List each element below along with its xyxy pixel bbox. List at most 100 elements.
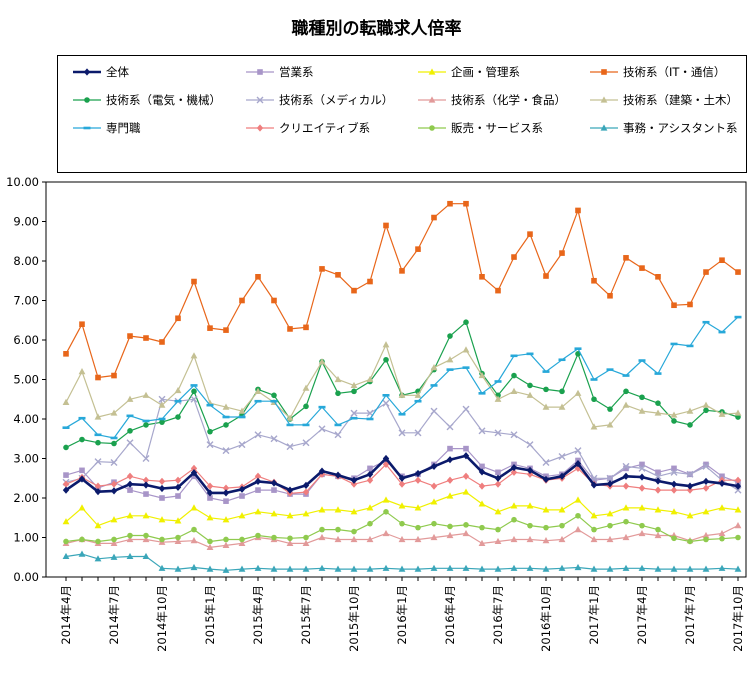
data-point <box>478 392 486 395</box>
data-point <box>462 366 470 369</box>
data-point <box>319 266 325 272</box>
data-point <box>718 529 726 537</box>
data-point <box>414 565 422 572</box>
data-point <box>590 535 598 543</box>
data-point <box>446 492 454 499</box>
data-point <box>591 477 597 484</box>
data-point <box>174 483 182 491</box>
legend-swatch-marker <box>429 125 435 131</box>
data-point <box>671 465 677 472</box>
data-point <box>622 472 630 480</box>
data-point <box>446 456 454 464</box>
data-point <box>159 419 165 425</box>
data-point <box>735 534 741 541</box>
data-point <box>446 423 454 431</box>
data-point <box>478 539 486 547</box>
data-point <box>334 565 342 572</box>
plot-frame <box>45 181 747 578</box>
data-point <box>366 565 374 572</box>
data-point <box>718 479 726 487</box>
data-point <box>431 520 437 527</box>
data-point <box>351 528 357 535</box>
data-point <box>159 495 165 501</box>
data-point <box>174 517 182 524</box>
data-point <box>479 274 485 280</box>
y-tick-label: 3.00 <box>13 452 39 466</box>
data-point <box>206 441 214 449</box>
data-point <box>143 532 149 539</box>
data-point <box>190 504 198 511</box>
data-point <box>542 506 550 513</box>
data-point <box>670 565 678 572</box>
legend-item: 技術系（メディカル） <box>245 92 393 108</box>
data-point <box>334 375 342 383</box>
data-point <box>383 222 389 229</box>
data-point <box>350 476 358 484</box>
data-point <box>238 485 246 493</box>
data-point <box>479 524 485 531</box>
data-point <box>734 486 742 494</box>
data-point <box>142 552 150 560</box>
data-point <box>558 564 566 571</box>
data-point <box>526 466 534 474</box>
data-point <box>606 480 614 488</box>
data-point <box>686 470 694 478</box>
data-point <box>638 464 646 472</box>
data-point <box>686 344 694 348</box>
legend-label: クリエイティブ系 <box>279 121 371 135</box>
data-point <box>350 480 358 488</box>
data-point <box>303 403 309 410</box>
legend-label: 技術系（メディカル） <box>279 93 394 107</box>
y-tick-label: 2.00 <box>13 491 39 505</box>
legend-swatch <box>73 97 101 103</box>
data-point <box>318 425 326 433</box>
data-point <box>158 395 166 403</box>
data-point <box>622 504 630 511</box>
data-point <box>462 529 470 537</box>
data-point <box>206 403 214 407</box>
data-point <box>398 480 406 488</box>
data-point <box>431 214 437 221</box>
data-point <box>175 534 181 541</box>
data-point <box>255 487 261 493</box>
data-point <box>638 564 646 571</box>
data-point <box>127 428 133 434</box>
legend-swatch-marker <box>601 69 607 75</box>
data-point <box>335 526 341 533</box>
data-point <box>255 532 261 539</box>
data-point <box>398 412 406 416</box>
data-point <box>254 387 262 394</box>
x-tick-label: 2017年10月 <box>731 585 745 652</box>
legend-swatch <box>73 126 101 130</box>
y-tick-label: 6.00 <box>13 333 39 347</box>
data-point <box>78 504 86 511</box>
data-point <box>399 268 405 274</box>
data-point <box>638 504 646 511</box>
data-point <box>735 269 741 275</box>
data-point <box>302 539 310 547</box>
data-point <box>462 405 470 413</box>
data-point <box>478 371 486 379</box>
data-point <box>238 415 246 419</box>
data-point <box>270 435 278 443</box>
data-point <box>238 539 246 547</box>
data-point <box>79 536 85 543</box>
data-point <box>734 565 742 572</box>
data-point <box>302 565 310 572</box>
data-point <box>606 510 614 517</box>
data-point <box>366 470 374 478</box>
data-point <box>606 474 614 482</box>
x-tick-label: 2016年1月 <box>395 585 409 645</box>
data-point <box>351 287 357 294</box>
data-point <box>574 496 582 503</box>
data-point <box>334 423 342 427</box>
data-point <box>542 565 550 572</box>
data-point <box>494 508 502 515</box>
data-point <box>238 407 246 414</box>
data-point <box>702 477 710 486</box>
data-point <box>287 535 293 542</box>
data-point <box>415 524 421 531</box>
data-point <box>670 342 678 346</box>
data-point <box>510 502 518 509</box>
